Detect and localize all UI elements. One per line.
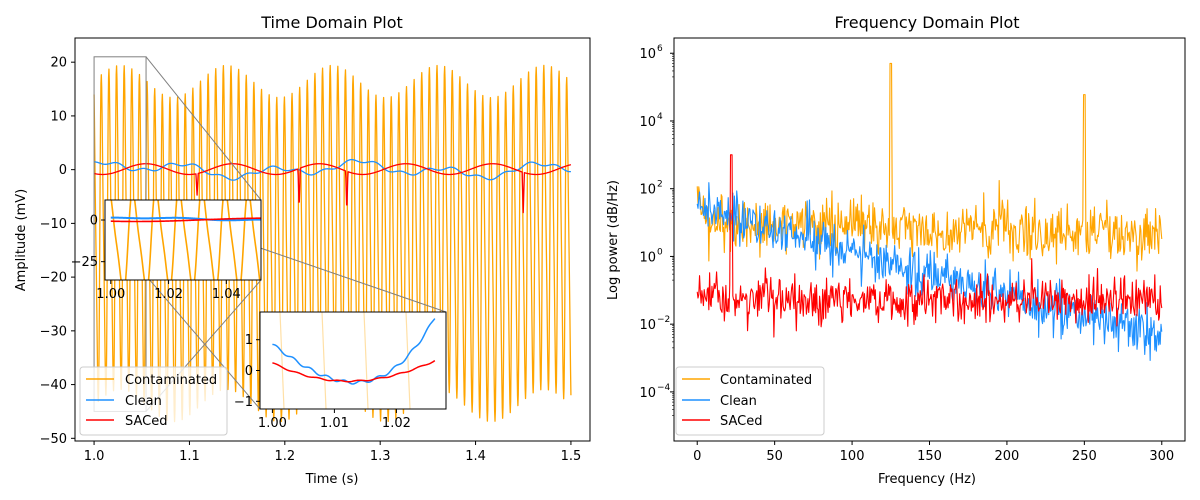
inset-y-tick-label: 0: [90, 214, 98, 229]
y-tick-label: 20: [50, 56, 67, 71]
inset-1-line-contaminated: [110, 200, 261, 280]
legend-label-contaminated: Contaminated: [125, 373, 217, 388]
time-chart-title: Time Domain Plot: [260, 13, 403, 32]
freq-y-tick-exponent: 6: [657, 44, 663, 54]
freq-x-tick-label: 300: [1149, 449, 1174, 464]
inset-y-tick-label: −1: [234, 395, 253, 410]
y-tick-label: −30: [40, 324, 67, 339]
inset-x-tick-label: 1.00: [96, 287, 125, 302]
inset-y-tick-label: 1: [245, 333, 253, 348]
freq-y-tick-label: 10: [639, 318, 656, 333]
freq-y-tick-exponent: −4: [657, 383, 671, 393]
inset-1-ticks: 1.00 1.02 1.04 0 −25: [71, 214, 241, 303]
inset-2-series: [272, 312, 436, 409]
inset-2-line-contaminated: [363, 312, 369, 409]
inset-x-tick-label: 1.02: [382, 416, 411, 431]
freq-legend-label-clean: Clean: [720, 394, 757, 409]
inset-y-tick-label: −25: [71, 255, 98, 270]
time-legend: Contaminated Clean SACed: [79, 366, 228, 436]
freq-y-tick-exponent: −2: [657, 315, 670, 325]
inset-x-tick-label: 1.02: [154, 287, 183, 302]
x-tick-label: 1.2: [274, 449, 295, 464]
time-legend-box: [79, 366, 228, 436]
freq-x-tick-label: 0: [693, 449, 701, 464]
y-tick-label: −10: [40, 217, 67, 232]
inset-2-frame: [259, 311, 447, 410]
y-tick-label: −50: [40, 432, 67, 447]
time-domain-chart: Time Domain Plot 1.0 1.1 1.2 1.3 1.4 1.5 2010…: [14, 13, 591, 487]
time-y-ticks: 20 10 0 −10 −20 −30 −40 −50: [40, 56, 75, 447]
freq-x-tick-label: 200: [995, 449, 1020, 464]
inset-2-line-contaminated: [279, 312, 285, 409]
x-tick-label: 1.5: [561, 449, 582, 464]
series-line-clean: [93, 158, 572, 181]
freq-x-tick-label: 50: [766, 449, 783, 464]
freq-y-tick-exponent: 4: [657, 112, 663, 122]
time-x-axis-label: Time (s): [305, 472, 359, 487]
series-line-contaminated: [93, 64, 572, 423]
inset-1-frame: [104, 199, 262, 281]
y-tick-label: 0: [59, 163, 67, 178]
inset-2-line-contaminated: [321, 312, 327, 409]
y-tick-label: −20: [40, 271, 67, 286]
freq-y-axis-label: Log power (dB/Hz): [606, 180, 621, 300]
legend-label-clean: Clean: [125, 394, 162, 409]
y-tick-label: −40: [40, 378, 67, 393]
x-tick-label: 1.3: [370, 449, 391, 464]
inset-x-tick-label: 1.00: [258, 416, 287, 431]
time-y-axis-label: Amplitude (mV): [14, 189, 29, 291]
x-tick-label: 1.1: [179, 449, 200, 464]
frequency-domain-chart: Frequency Domain Plot 0 50 100 150 200 250 300…: [606, 13, 1186, 487]
freq-y-tick-label: 10: [639, 115, 656, 130]
freq-x-ticks: 0 50 100 150 200 250 300: [693, 441, 1174, 464]
inset-2-line-clean: [272, 318, 436, 385]
freq-y-tick-label: 10: [639, 250, 656, 265]
time-x-ticks: 1.0 1.1 1.2 1.3 1.4 1.5: [84, 441, 582, 464]
inset-2-line-contaminated: [405, 312, 411, 409]
freq-legend-box: [675, 366, 825, 436]
inset-1-line-saced: [110, 217, 261, 223]
inset-2-background: [260, 312, 446, 409]
inset-2-ticks: 1.00 1.01 1.02 1 0 −1: [234, 333, 411, 431]
zoom-connector: [145, 56, 262, 201]
freq-chart-title: Frequency Domain Plot: [834, 13, 1019, 32]
time-inset-2: 1.00 1.01 1.02 1 0 −1: [234, 311, 447, 431]
freq-x-tick-label: 100: [840, 449, 865, 464]
series-line-saced: [93, 163, 572, 214]
freq-x-tick-label: 250: [1072, 449, 1097, 464]
time-series-group: [93, 64, 572, 423]
y-tick-label: 10: [50, 109, 67, 124]
legend-label-saced: SACed: [125, 414, 168, 429]
inset-2-line-saced: [272, 360, 436, 383]
inset-y-tick-label: 0: [245, 364, 253, 379]
freq-x-axis-label: Frequency (Hz): [878, 472, 976, 487]
x-tick-label: 1.4: [465, 449, 486, 464]
time-axes-frame: [74, 37, 591, 442]
inset-x-tick-label: 1.01: [320, 416, 349, 431]
inset-1-series: [110, 200, 261, 280]
freq-legend: Contaminated Clean SACed: [675, 366, 825, 436]
freq-line-saced: [696, 154, 1163, 338]
freq-y-tick-exponent: 2: [657, 180, 663, 190]
freq-y-tick-label: 10: [639, 386, 656, 401]
freq-y-tick-exponent: 0: [657, 247, 663, 257]
freq-series-group: [696, 62, 1163, 362]
freq-y-tick-label: 10: [639, 183, 656, 198]
x-tick-label: 1.0: [84, 449, 105, 464]
freq-legend-label-contaminated: Contaminated: [720, 373, 812, 388]
freq-legend-label-saced: SACed: [720, 414, 763, 429]
freq-x-tick-label: 150: [917, 449, 942, 464]
inset-x-tick-label: 1.04: [212, 287, 241, 302]
freq-y-tick-label: 10: [639, 47, 656, 62]
time-inset-1: 1.00 1.02 1.04 0 −25: [71, 199, 262, 303]
inset-1-line-clean: [110, 216, 261, 222]
